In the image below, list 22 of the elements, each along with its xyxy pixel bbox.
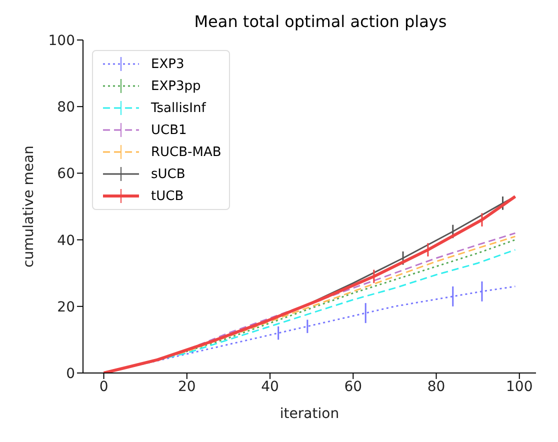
y-tick-label: 20 <box>57 299 75 316</box>
legend-label: TsallisInf <box>151 100 206 116</box>
legend-label: EXP3 <box>151 56 184 72</box>
legend-label: sUCB <box>151 166 186 182</box>
chart-title: Mean total optimal action plays <box>193 12 448 31</box>
legend-label: tUCB <box>151 188 184 204</box>
x-tick-label: 20 <box>178 378 196 395</box>
y-tick-label: 40 <box>57 232 75 249</box>
y-axis-title: cumulative mean <box>20 146 37 268</box>
legend-label: UCB1 <box>151 122 187 138</box>
y-tick-label: 80 <box>57 100 75 116</box>
x-axis-title: iteration <box>280 406 340 422</box>
x-tick-label: 60 <box>344 378 362 395</box>
legend-label: EXP3pp <box>151 78 201 94</box>
y-tick-label: 60 <box>57 166 75 182</box>
legend-label: RUCB-MAB <box>151 144 222 160</box>
x-tick-label: 100 <box>506 378 533 395</box>
x-tick-label: 40 <box>261 378 279 395</box>
y-tick-label: 0 <box>66 366 75 382</box>
x-tick-label: 80 <box>427 378 446 395</box>
x-tick-label: 0 <box>99 378 108 395</box>
y-tick-label: 100 <box>48 32 75 49</box>
